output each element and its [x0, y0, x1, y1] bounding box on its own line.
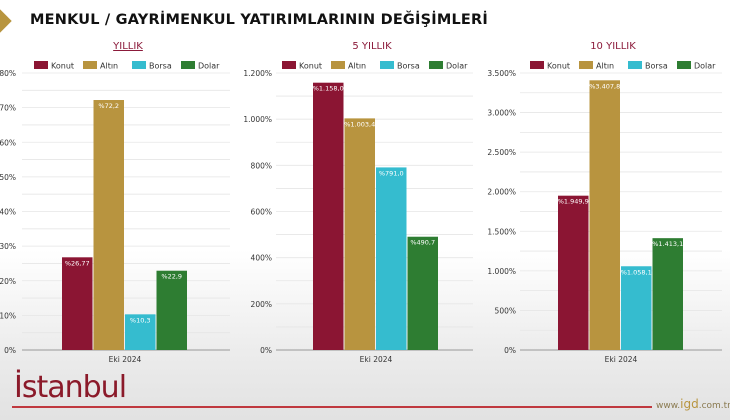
y-tick-label: 0%: [4, 346, 16, 355]
y-tick-label: 2.500%: [487, 148, 516, 157]
y-tick-label: 600%: [251, 208, 272, 217]
bar-altın: [93, 100, 124, 350]
legend-swatch-konut: [530, 61, 544, 69]
data-label: %1.949,9: [558, 198, 589, 206]
bar-konut: [313, 82, 344, 350]
y-tick-label: 0%: [260, 346, 272, 355]
bar-borsa: [125, 314, 156, 350]
legend-swatch-dolar: [181, 61, 195, 69]
bar-dolar: [652, 238, 683, 350]
y-tick-label: 500%: [495, 306, 516, 315]
data-label: %490,7: [410, 239, 435, 247]
website-link[interactable]: www.igd.com.tr: [656, 397, 730, 411]
legend-label: Konut: [547, 62, 570, 71]
data-label: %1.158,0: [313, 85, 344, 93]
y-tick-label: 2.000%: [487, 188, 516, 197]
chart-title: 5 YILLIK: [352, 41, 392, 52]
bar-dolar: [156, 270, 187, 350]
legend-label: Borsa: [149, 62, 172, 71]
legend-label: Dolar: [198, 62, 220, 71]
legend-swatch-dolar: [677, 61, 691, 69]
y-tick-label: 1.500%: [487, 227, 516, 236]
url-suffix: .com.tr: [698, 401, 730, 411]
x-tick-label: Eki 2024: [109, 355, 142, 364]
y-tick-label: 400%: [251, 254, 272, 263]
x-tick-label: Eki 2024: [360, 355, 393, 364]
legend-label: Altın: [348, 62, 366, 71]
bar-altın: [344, 118, 375, 350]
y-tick-label: 20%: [0, 277, 16, 286]
y-tick-label: 800%: [251, 161, 272, 170]
y-tick-label: 0%: [504, 346, 516, 355]
y-tick-label: 40%: [0, 208, 16, 217]
data-label: %3.407,8: [589, 82, 620, 90]
data-label: %791,0: [379, 169, 404, 177]
logo-underline: [12, 406, 652, 408]
y-tick-label: 50%: [0, 173, 16, 182]
page-title: MENKUL / GAYRİMENKUL YATIRIMLARININ DEĞİ…: [30, 12, 488, 28]
legend-label: Borsa: [645, 62, 668, 71]
legend-label: Konut: [299, 62, 322, 71]
legend-label: Altın: [596, 62, 614, 71]
legend-label: Borsa: [397, 62, 420, 71]
legend-swatch-dolar: [429, 61, 443, 69]
legend-swatch-altın: [83, 61, 97, 69]
legend-swatch-konut: [34, 61, 48, 69]
data-label: %1.003,4: [344, 120, 375, 128]
y-tick-label: 200%: [251, 300, 272, 309]
chart-title: 10 YILLIK: [590, 41, 636, 52]
y-tick-label: 70%: [0, 104, 16, 113]
y-tick-label: 30%: [0, 242, 16, 251]
legend-swatch-borsa: [628, 61, 642, 69]
y-tick-label: 1.000%: [243, 115, 272, 124]
bar-altın: [589, 80, 620, 351]
legend-swatch-altın: [331, 61, 345, 69]
y-tick-label: 3.000%: [487, 109, 516, 118]
url-prefix: www.: [656, 401, 681, 411]
y-tick-label: 1.200%: [243, 69, 272, 78]
y-tick-label: 1.000%: [487, 267, 516, 276]
data-label: %72,2: [98, 102, 119, 110]
data-label: %22,9: [161, 273, 182, 281]
y-tick-label: 10%: [0, 311, 16, 320]
legend-label: Konut: [51, 62, 74, 71]
legend-swatch-borsa: [380, 61, 394, 69]
istanbul-logo: İstanbul: [14, 370, 127, 405]
legend-swatch-borsa: [132, 61, 146, 69]
bar-dolar: [407, 236, 438, 350]
bar-borsa: [621, 266, 652, 350]
x-tick-label: Eki 2024: [605, 355, 638, 364]
y-tick-label: 60%: [0, 138, 16, 147]
chart-title: YILLIK: [112, 41, 143, 52]
bar-borsa: [376, 167, 407, 350]
data-label: %26,77: [65, 259, 90, 267]
y-tick-label: 80%: [0, 69, 16, 78]
data-label: %1.413,1: [652, 240, 683, 248]
legend-label: Dolar: [694, 62, 716, 71]
y-tick-label: 3.500%: [487, 69, 516, 78]
url-brand: igd: [680, 397, 699, 411]
bar-konut: [62, 257, 93, 350]
bar-konut: [558, 195, 589, 350]
legend-swatch-altın: [579, 61, 593, 69]
data-label: %10,3: [130, 316, 151, 324]
legend-swatch-konut: [282, 61, 296, 69]
data-label: %1.058,1: [621, 268, 652, 276]
legend-label: Dolar: [446, 62, 468, 71]
legend-label: Altın: [100, 62, 118, 71]
